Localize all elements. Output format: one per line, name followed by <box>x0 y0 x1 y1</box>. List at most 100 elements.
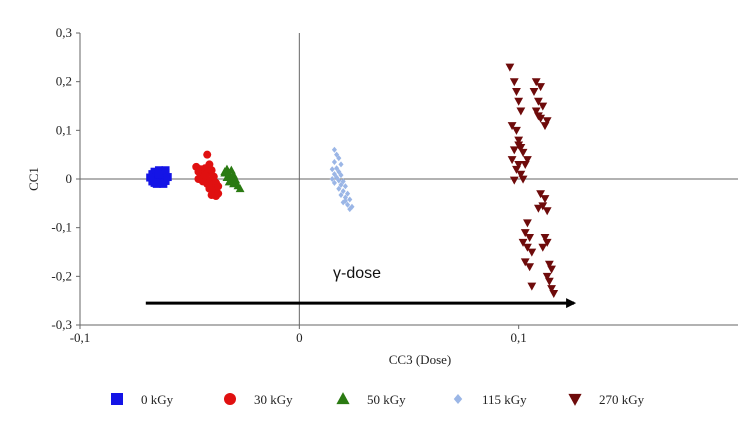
x-tick-label: 0 <box>296 330 303 345</box>
data-point <box>203 150 212 159</box>
data-point <box>329 176 335 182</box>
data-point <box>547 265 556 274</box>
data-point <box>229 176 238 185</box>
data-point <box>514 136 524 145</box>
data-point <box>509 78 519 87</box>
data-point <box>520 229 530 238</box>
data-point <box>509 146 519 155</box>
data-point <box>542 238 552 247</box>
data-point <box>531 78 541 87</box>
data-point <box>342 194 348 201</box>
data-point <box>336 168 342 175</box>
y-tick-label: 0,3 <box>56 25 72 40</box>
y-tick-label: -0,1 <box>51 220 72 235</box>
data-point <box>538 102 548 111</box>
data-point <box>345 201 351 208</box>
data-point <box>542 207 552 216</box>
data-point <box>338 172 344 179</box>
data-point <box>338 181 344 188</box>
data-point <box>342 183 348 190</box>
tick-labels: 0,30,20,10-0,1-0,2-0,3-0,1 0 0,1 <box>51 25 526 345</box>
data-point <box>347 196 353 203</box>
legend-label: 115 kGy <box>482 392 527 407</box>
legend-marker <box>336 392 350 405</box>
data-point <box>516 170 526 179</box>
data-point <box>542 272 552 281</box>
data-point <box>201 171 210 180</box>
data-point <box>531 107 541 116</box>
y-tick-label: 0 <box>66 171 73 186</box>
series-0-kgy <box>146 166 172 188</box>
data-point <box>523 219 532 228</box>
legend-label: 50 kGy <box>367 392 406 407</box>
data-point <box>507 122 517 131</box>
data-point <box>209 172 218 181</box>
data-point <box>340 188 346 195</box>
series-270-kgy <box>505 63 559 298</box>
data-point <box>523 243 532 252</box>
data-point <box>331 158 337 165</box>
data-point <box>235 184 245 193</box>
data-point <box>544 277 554 286</box>
data-point <box>505 63 515 72</box>
data-point <box>525 263 535 272</box>
data-point <box>342 197 348 204</box>
data-point <box>338 192 344 199</box>
data-point <box>527 282 537 291</box>
series-30-kgy <box>192 150 223 201</box>
legend-marker <box>224 393 236 405</box>
y-tick-label: 0,1 <box>56 122 72 137</box>
y-tick-label: -0,3 <box>51 317 72 332</box>
data-point <box>514 161 524 169</box>
data-point <box>507 156 517 165</box>
series-50-kgy <box>220 164 245 193</box>
legend-item: 0 kGy <box>111 392 174 407</box>
data-point <box>520 258 530 267</box>
data-point <box>163 173 172 182</box>
data-point <box>514 97 524 106</box>
legend: 0 kGy 30 kGy 50 kGy 115 kGy 270 kGy <box>111 392 645 407</box>
data-point <box>345 190 351 197</box>
data-point <box>334 151 340 158</box>
legend-item: 270 kGy <box>568 392 645 407</box>
axes-layer <box>76 32 738 329</box>
data-point <box>220 167 230 176</box>
data-point <box>516 107 526 116</box>
data-point <box>194 175 203 183</box>
y-axis-title: CC1 <box>26 167 41 191</box>
data-point <box>518 175 528 184</box>
legend-label: 30 kGy <box>254 392 293 407</box>
legend-marker <box>111 393 123 405</box>
legend-item: 30 kGy <box>224 392 293 407</box>
data-point <box>529 88 539 96</box>
legend-marker <box>453 394 463 404</box>
dose-annotation-label: γ-dose <box>333 265 381 282</box>
data-point <box>161 166 170 175</box>
data-point <box>538 243 548 252</box>
data-point <box>159 179 168 188</box>
data-point <box>331 179 337 186</box>
data-point <box>207 166 216 175</box>
annotation: γ-dose <box>145 265 577 309</box>
data-point <box>534 112 543 121</box>
y-tick-label: -0,2 <box>51 268 72 283</box>
data-point <box>340 178 346 185</box>
data-point <box>549 289 559 298</box>
data-point <box>512 88 521 96</box>
x-tick-label: 0,1 <box>511 330 527 345</box>
data-point <box>334 165 340 172</box>
data-point <box>347 206 353 213</box>
data-point <box>538 202 548 211</box>
legend-label: 270 kGy <box>599 392 645 407</box>
data-point <box>338 161 344 168</box>
data-point <box>518 148 528 157</box>
data-point <box>544 260 554 269</box>
data-point <box>214 182 223 191</box>
data-point <box>509 176 519 185</box>
data-point <box>523 156 532 165</box>
data-point <box>536 83 545 92</box>
data-points <box>146 63 559 298</box>
data-point <box>150 178 159 187</box>
legend-marker <box>568 393 582 406</box>
